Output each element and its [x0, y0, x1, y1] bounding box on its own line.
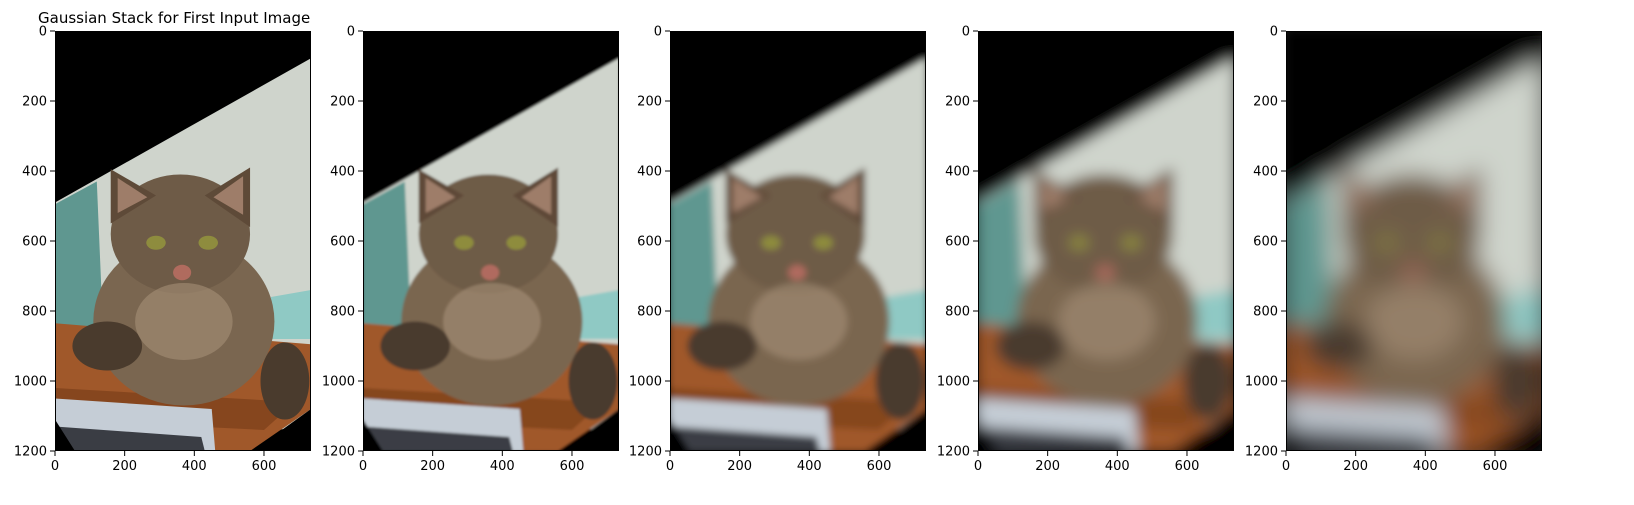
- y-tick-label: 400: [330, 165, 355, 180]
- y-tick-label: 200: [1253, 95, 1278, 110]
- axes-frame: [670, 31, 926, 451]
- x-tick-label: 600: [560, 459, 585, 474]
- y-tick-label: 800: [637, 305, 662, 320]
- axes-frame: [55, 31, 311, 451]
- x-tick-label: 0: [359, 459, 367, 474]
- y-tick-label: 1000: [322, 375, 355, 390]
- x-tick-label: 600: [867, 459, 892, 474]
- y-tick-label: 400: [22, 165, 47, 180]
- y-tick-label: 1200: [322, 445, 355, 460]
- x-tick-label: 400: [182, 459, 207, 474]
- x-tick-label: 0: [1282, 459, 1290, 474]
- y-tick-label: 1000: [1245, 375, 1278, 390]
- y-tick-label: 600: [945, 235, 970, 250]
- y-tick-label: 0: [1270, 25, 1278, 40]
- x-tick-label: 600: [252, 459, 277, 474]
- y-tick-label: 600: [330, 235, 355, 250]
- y-tick-label: 600: [1253, 235, 1278, 250]
- y-tick-label: 400: [945, 165, 970, 180]
- axes-frame: [1286, 31, 1542, 451]
- y-tick-label: 200: [637, 95, 662, 110]
- x-tick-label: 200: [727, 459, 752, 474]
- y-tick-label: 1200: [629, 445, 662, 460]
- cat-image: [363, 31, 619, 451]
- cat-image: [978, 31, 1234, 451]
- y-tick-label: 1000: [937, 375, 970, 390]
- stack-panel: 0 200 400 600 0 200 400 600 800 1000 1200: [322, 25, 619, 474]
- panels: 0 200 400 600 0 200 400 600 800 1000 1200 0 200 400 60…: [14, 25, 1542, 474]
- y-tick-label: 800: [330, 305, 355, 320]
- y-tick-label: 200: [22, 95, 47, 110]
- y-tick-label: 1200: [1245, 445, 1278, 460]
- figure-title: Gaussian Stack for First Input Image: [38, 9, 310, 27]
- y-tick-label: 0: [654, 25, 662, 40]
- x-tick-label: 400: [1105, 459, 1130, 474]
- cat-image: [670, 31, 926, 451]
- x-tick-label: 400: [1413, 459, 1438, 474]
- x-tick-label: 0: [51, 459, 59, 474]
- y-tick-label: 800: [945, 305, 970, 320]
- y-tick-label: 1000: [629, 375, 662, 390]
- y-tick-label: 800: [1253, 305, 1278, 320]
- y-tick-label: 1200: [937, 445, 970, 460]
- x-tick-label: 200: [1035, 459, 1060, 474]
- y-tick-label: 400: [637, 165, 662, 180]
- y-tick-label: 1000: [14, 375, 47, 390]
- stack-panel: 0 200 400 600 0 200 400 600 800 1000 1200: [937, 25, 1234, 474]
- y-tick-label: 600: [22, 235, 47, 250]
- stack-panel: 0 200 400 600 0 200 400 600 800 1000 1200: [629, 25, 926, 474]
- y-tick-label: 800: [22, 305, 47, 320]
- x-tick-label: 0: [974, 459, 982, 474]
- x-tick-label: 600: [1175, 459, 1200, 474]
- x-tick-label: 400: [490, 459, 515, 474]
- axes-frame: [363, 31, 619, 451]
- x-tick-label: 200: [112, 459, 137, 474]
- y-tick-label: 200: [330, 95, 355, 110]
- x-tick-label: 200: [1343, 459, 1368, 474]
- stack-panel: 0 200 400 600 0 200 400 600 800 1000 1200: [1245, 25, 1542, 474]
- stack-panel: 0 200 400 600 0 200 400 600 800 1000 1200: [14, 25, 311, 474]
- x-tick-label: 600: [1483, 459, 1508, 474]
- x-tick-label: 200: [420, 459, 445, 474]
- y-tick-label: 0: [347, 25, 355, 40]
- y-tick-label: 0: [39, 25, 47, 40]
- x-tick-label: 400: [797, 459, 822, 474]
- x-tick-label: 0: [666, 459, 674, 474]
- y-tick-label: 0: [962, 25, 970, 40]
- axes-frame: [978, 31, 1234, 451]
- y-tick-label: 400: [1253, 165, 1278, 180]
- cat-image: [1286, 31, 1542, 451]
- cat-image: [55, 31, 311, 451]
- y-tick-label: 600: [637, 235, 662, 250]
- y-tick-label: 1200: [14, 445, 47, 460]
- y-tick-label: 200: [945, 95, 970, 110]
